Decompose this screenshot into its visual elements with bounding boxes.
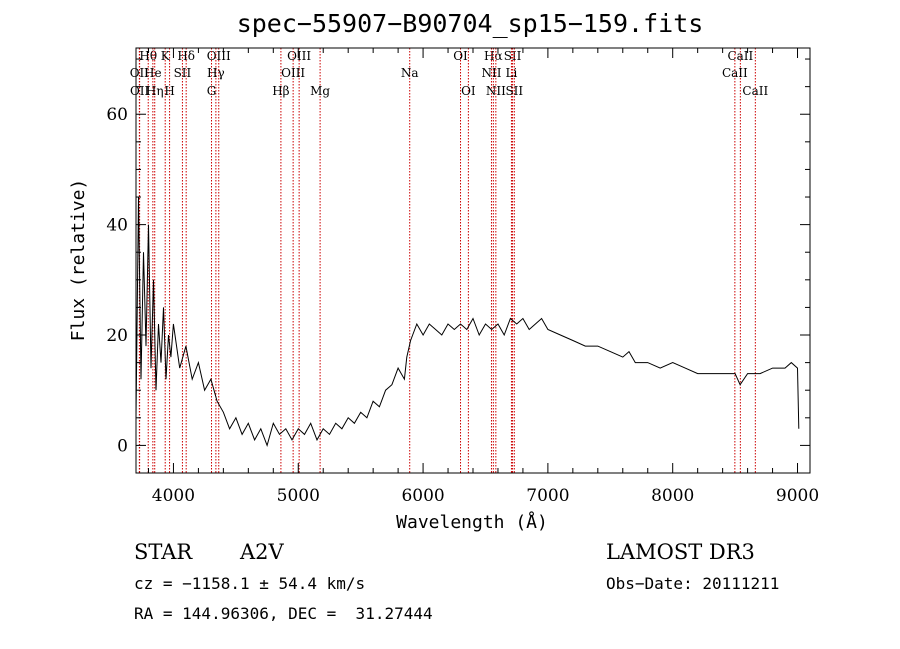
object-class: STAR <box>134 540 193 564</box>
plot-frame <box>135 47 811 474</box>
y-tick-label-3: 60 <box>106 105 128 125</box>
line-marker-label-10: Hγ <box>207 66 225 80</box>
y-tick-label-0: 0 <box>117 436 128 456</box>
line-marker-label-18: OI <box>461 84 476 98</box>
line-marker-label-21: NII <box>486 84 506 98</box>
x-axis: 4000 5000 6000 7000 8000 9000 <box>147 48 819 506</box>
x-axis-label: Wavelength (Å) <box>396 511 548 533</box>
line-marker-label-9: OIII <box>207 49 231 63</box>
y-tick-label-1: 20 <box>106 326 128 346</box>
y-axis-label: Flux (relative) <box>68 179 89 342</box>
obs-date-text: Obs−Date: 20111211 <box>606 574 780 593</box>
line-marker-label-8: SII <box>174 66 192 80</box>
x-tick-label-5: 9000 <box>776 486 819 506</box>
object-subclass: A2V <box>240 540 284 564</box>
line-marker-label-6: H <box>164 84 174 98</box>
line-marker-label-23: Li <box>506 66 518 80</box>
line-marker-label-7: Hδ <box>177 49 195 63</box>
line-marker-label-24: SII <box>505 84 523 98</box>
x-tick-label-1: 5000 <box>277 486 320 506</box>
line-marker-label-20: NII <box>481 66 501 80</box>
spectrum-series <box>135 196 800 447</box>
line-marker-label-3: He <box>144 66 162 80</box>
line-marker-label-26: CaII <box>722 66 748 80</box>
line-marker-label-19: Hα <box>484 49 503 63</box>
redshift-text: cz = −1158.1 ± 54.4 km/s <box>134 574 366 593</box>
spectrum-line-0 <box>135 196 800 447</box>
line-marker-label-25: CaII <box>727 49 753 63</box>
line-marker-label-27: CaII <box>742 84 768 98</box>
x-tick-label-4: 8000 <box>651 486 694 506</box>
line-marker-label-15: Mg <box>310 84 330 98</box>
line-marker-label-11: G <box>207 84 217 98</box>
x-tick-label-2: 6000 <box>401 486 444 506</box>
survey-label: LAMOST DR3 <box>606 540 755 564</box>
x-tick-label-3: 7000 <box>526 486 569 506</box>
chart-title: spec−55907−B90704_sp15−159.fits <box>237 9 704 38</box>
line-marker-label-16: Na <box>401 66 419 80</box>
line-marker-label-5: K <box>161 49 171 63</box>
line-marker-label-2: OII <box>130 84 150 98</box>
coordinates-text: RA = 144.96306, DEC = 31.27444 <box>134 604 433 623</box>
y-tick-label-2: 40 <box>106 216 128 236</box>
line-marker-label-17: OI <box>453 49 468 63</box>
y-axis: 0 20 40 60 <box>106 58 810 456</box>
x-tick-label-0: 4000 <box>152 486 195 506</box>
line-marker-label-13: OIII <box>287 49 311 63</box>
line-marker-label-22: SII <box>504 49 522 63</box>
line-marker-label-14: OIII <box>281 66 305 80</box>
line-marker-label-12: Hβ <box>272 84 289 98</box>
line-marker-label-4: Hη <box>146 84 164 98</box>
